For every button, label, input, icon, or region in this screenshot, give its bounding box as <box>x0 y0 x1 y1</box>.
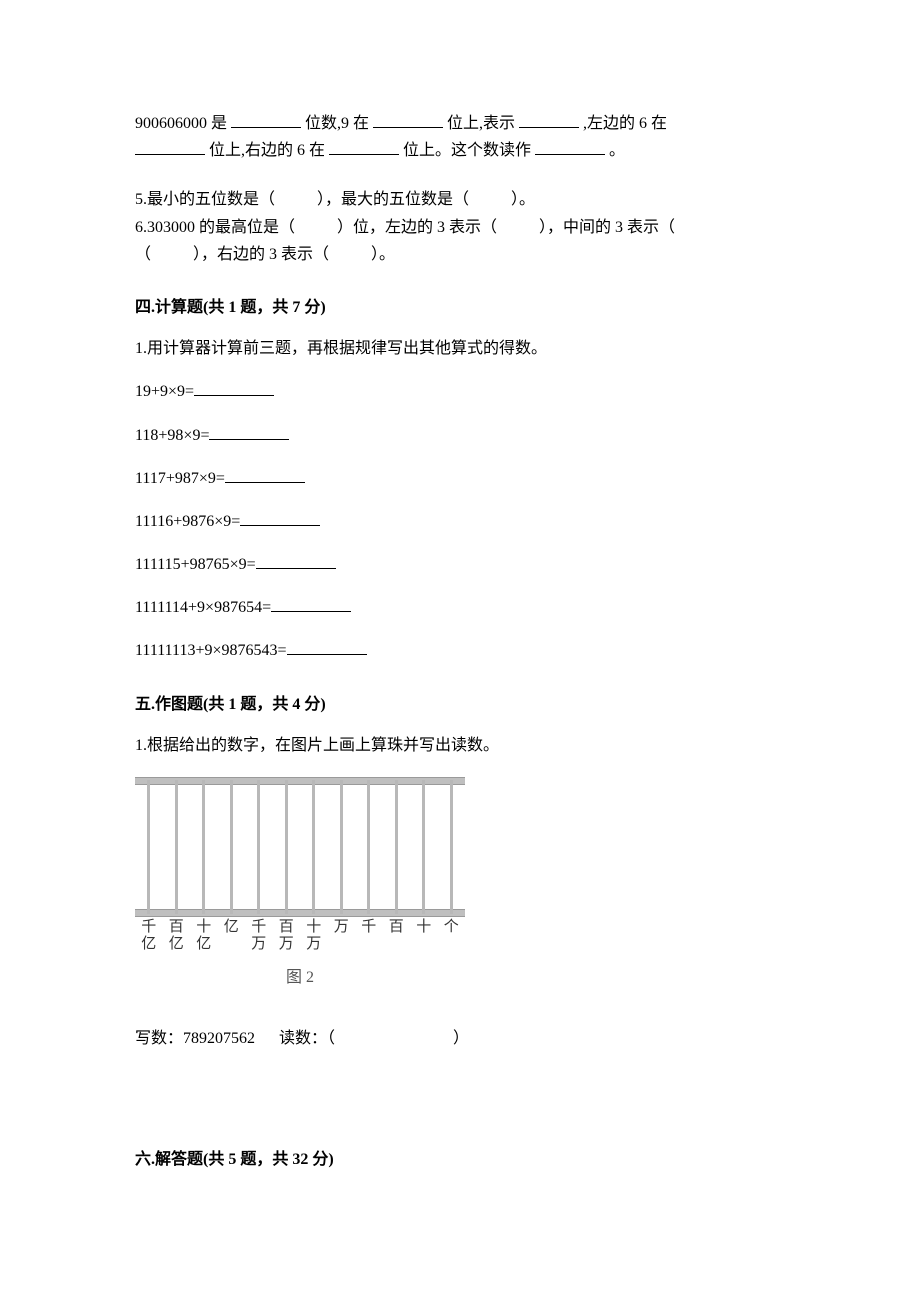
abacus-place-label: 亿 <box>218 919 246 954</box>
abacus-rod <box>422 780 425 914</box>
calc-line: 19+9×9= <box>135 378 785 405</box>
worksheet-page: 900606000 是 位数,9 在 位上,表示 ,左边的 6 在 位上,右边的… <box>0 0 920 1302</box>
abacus-place-label: 万 <box>328 919 356 954</box>
blank[interactable] <box>519 110 579 128</box>
abacus-bottom-bar <box>135 909 465 917</box>
abacus-figure: 千 亿百 亿十 亿亿千 万百 万十 万万千百十个 图 2 <box>135 777 465 991</box>
abacus-place-label: 十 <box>410 919 438 954</box>
blank[interactable] <box>135 137 205 155</box>
abacus-rod <box>367 780 370 914</box>
section-5-q1-stem: 1.根据给出的数字，在图片上画上算珠并写出读数。 <box>135 732 785 759</box>
abacus-place-label: 千 万 <box>245 919 273 954</box>
abacus-rod <box>230 780 233 914</box>
blank[interactable] <box>329 137 399 155</box>
text: 位上,右边的 6 在 <box>209 142 325 159</box>
section-6-title: 六.解答题(共 5 题，共 32 分) <box>135 1146 785 1173</box>
text: 5.最小的五位数是（ <box>135 191 275 208</box>
blank[interactable] <box>209 422 289 440</box>
abacus-place-label: 十 万 <box>300 919 328 954</box>
abacus-place-label: 千 亿 <box>135 919 163 954</box>
abacus-rod <box>147 780 150 914</box>
blank[interactable] <box>225 465 305 483</box>
write-number: 写数：789207562 <box>135 1030 255 1047</box>
text: ,左边的 6 在 <box>583 115 667 132</box>
blank[interactable] <box>271 594 351 612</box>
abacus-rod <box>202 780 205 914</box>
abacus-place-label: 百 万 <box>273 919 301 954</box>
fill-in-q6: 6.303000 的最高位是（ ）位，左边的 3 表示（ ），中间的 3 表示（… <box>135 214 785 268</box>
calc-line: 111115+98765×9= <box>135 551 785 578</box>
calc-expression: 19+9×9= <box>135 383 194 400</box>
text: 位数,9 在 <box>305 115 369 132</box>
figure-caption: 图 2 <box>135 964 465 991</box>
text: （ <box>135 246 151 263</box>
blank[interactable] <box>231 110 301 128</box>
calc-lines: 19+9×9= 118+98×9= 1117+987×9= 11116+9876×9=… <box>135 378 785 664</box>
spacer <box>259 1030 275 1047</box>
abacus-canvas <box>135 777 465 917</box>
calc-expression: 1117+987×9= <box>135 470 225 487</box>
blank[interactable] <box>287 638 367 656</box>
text: ）位，左边的 3 表示（ <box>337 219 497 236</box>
abacus-place-label: 百 <box>383 919 411 954</box>
calc-expression: 11111113+9×9876543= <box>135 642 287 659</box>
abacus-rod <box>395 780 398 914</box>
abacus-rod <box>257 780 260 914</box>
text: ） <box>453 1030 469 1047</box>
abacus-labels: 千 亿百 亿十 亿亿千 万百 万十 万万千百十个 <box>135 919 465 954</box>
section-5-title: 五.作图题(共 1 题，共 4 分) <box>135 691 785 718</box>
text: ），最大的五位数是（ <box>317 191 469 208</box>
calc-expression: 118+98×9= <box>135 427 209 444</box>
calc-line: 1117+987×9= <box>135 465 785 492</box>
abacus-place-label: 百 亿 <box>163 919 191 954</box>
fill-in-q5: 5.最小的五位数是（ ），最大的五位数是（ ）。 <box>135 186 785 213</box>
blank[interactable] <box>256 551 336 569</box>
calc-expression: 1111114+9×987654= <box>135 599 271 616</box>
abacus-place-label: 十 亿 <box>190 919 218 954</box>
calc-expression: 11116+9876×9= <box>135 513 240 530</box>
text: 位上,表示 <box>447 115 515 132</box>
calc-line: 1111114+9×987654= <box>135 594 785 621</box>
calc-expression: 111115+98765×9= <box>135 556 256 573</box>
abacus-rod <box>450 780 453 914</box>
blank[interactable] <box>373 110 443 128</box>
blank[interactable] <box>535 137 605 155</box>
text: ），中间的 3 表示（ <box>539 219 675 236</box>
section-4-title: 四.计算题(共 1 题，共 7 分) <box>135 294 785 321</box>
text: 6.303000 的最高位是（ <box>135 219 295 236</box>
text: 。 <box>609 142 625 159</box>
text: ），右边的 3 表示（ <box>193 246 329 263</box>
text: ）。 <box>511 191 535 208</box>
abacus-rod <box>312 780 315 914</box>
write-read-line: 写数：789207562 读数：（ ） <box>135 1025 785 1052</box>
fill-in-q4: 900606000 是 位数,9 在 位上,表示 ,左边的 6 在 位上,右边的… <box>135 110 785 164</box>
text: 900606000 是 <box>135 115 227 132</box>
blank[interactable] <box>194 379 274 397</box>
calc-line: 11111113+9×9876543= <box>135 637 785 664</box>
abacus-rod <box>285 780 288 914</box>
calc-line: 118+98×9= <box>135 422 785 449</box>
abacus-place-label: 千 <box>355 919 383 954</box>
text: 位上。这个数读作 <box>403 142 531 159</box>
section-4-q1-stem: 1.用计算器计算前三题，再根据规律写出其他算式的得数。 <box>135 335 785 362</box>
abacus-place-label: 个 <box>438 919 466 954</box>
abacus-top-bar <box>135 777 465 785</box>
blank[interactable] <box>240 508 320 526</box>
read-label: 读数：（ <box>279 1030 335 1047</box>
abacus-rod <box>340 780 343 914</box>
calc-line: 11116+9876×9= <box>135 508 785 535</box>
text: ）。 <box>371 246 395 263</box>
abacus-rod <box>175 780 178 914</box>
